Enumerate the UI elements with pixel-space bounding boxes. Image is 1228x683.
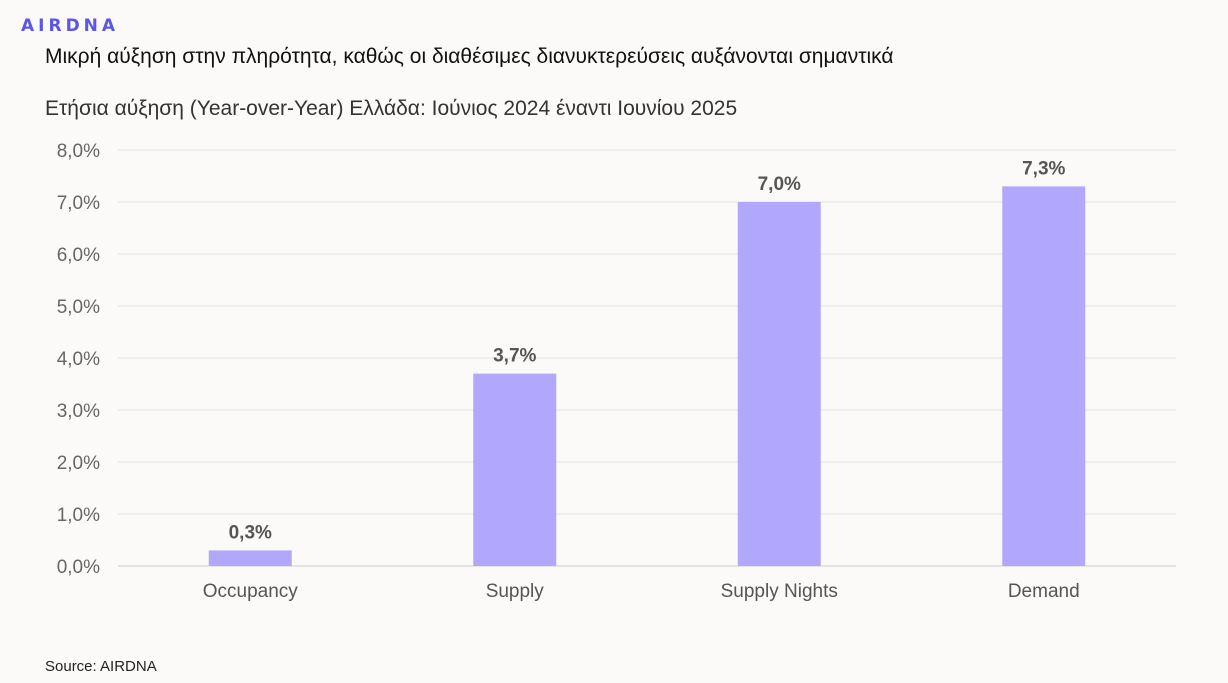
x-category-label: Occupancy: [203, 581, 299, 602]
airdna-logo: AIRDNA: [21, 16, 120, 36]
bar-supply: [473, 373, 557, 566]
data-label: 7,0%: [758, 174, 801, 195]
y-tick-label: 5,0%: [57, 297, 100, 318]
y-tick-label: 0,0%: [57, 557, 100, 578]
y-tick-label: 8,0%: [57, 141, 100, 162]
x-category-label: Supply: [486, 581, 545, 602]
x-category-label: Demand: [1008, 581, 1080, 602]
x-category-label: Supply Nights: [721, 581, 838, 602]
chart-subtitle: Ετήσια αύξηση (Year-over-Year) Ελλάδα: Ι…: [45, 97, 738, 120]
y-axis: 0,0% 1,0% 2,0% 3,0% 4,0% 5,0% 6,0% 7,0% 8,0%: [57, 141, 100, 578]
chart-headline: Μικρή αύξηση στην πληρότητα, καθώς οι δι…: [45, 45, 894, 68]
data-labels: 0,3% 3,7% 7,0% 7,3%: [229, 158, 1066, 543]
gridlines: [118, 149, 1176, 567]
y-tick-label: 6,0%: [57, 245, 100, 266]
y-tick-label: 3,0%: [57, 401, 100, 422]
bar-supply-nights: [737, 202, 821, 566]
bar-demand: [1002, 186, 1086, 566]
bar-occupancy: [208, 550, 292, 566]
x-axis: Occupancy Supply Supply Nights Demand: [203, 581, 1080, 602]
y-tick-label: 4,0%: [57, 349, 100, 370]
data-label: 3,7%: [493, 346, 536, 367]
y-tick-label: 2,0%: [57, 453, 100, 474]
data-label: 7,3%: [1022, 158, 1065, 179]
y-tick-label: 1,0%: [57, 505, 100, 526]
y-tick-label: 7,0%: [57, 193, 100, 214]
data-label: 0,3%: [229, 522, 272, 543]
bars: [208, 186, 1086, 566]
source-note: Source: AIRDNA: [45, 658, 157, 675]
